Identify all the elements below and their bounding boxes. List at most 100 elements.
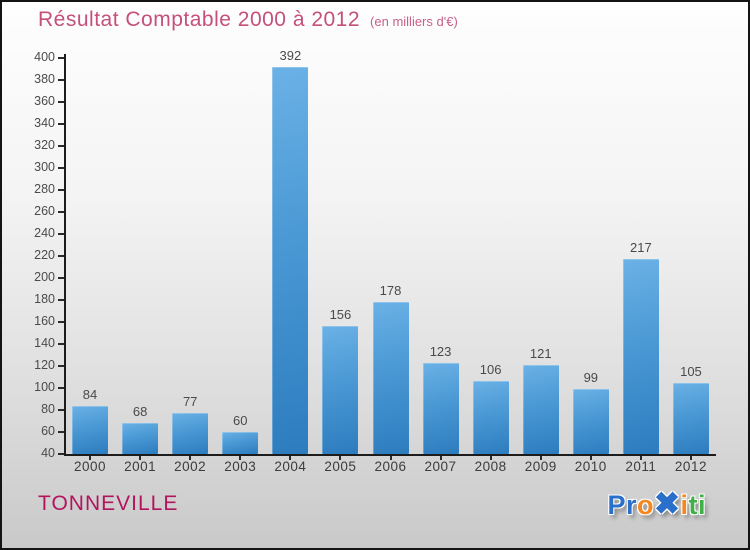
bar-value-2005: 156 xyxy=(329,307,352,323)
x-axis-tick-2002 xyxy=(189,456,192,460)
y-axis-tick-300 xyxy=(58,167,64,169)
x-axis-label-2012: 2012 xyxy=(674,459,707,474)
y-axis-label-240: 240 xyxy=(34,226,55,240)
bar-value-2009: 121 xyxy=(529,345,552,361)
y-axis-line xyxy=(64,54,66,456)
chart-title: Résultat Comptable 2000 à 2012 xyxy=(38,8,361,31)
bar-2003 xyxy=(222,432,259,454)
x-axis-label-2005: 2005 xyxy=(324,459,357,474)
y-axis-tick-340 xyxy=(58,123,64,125)
chart-header: Résultat Comptable 2000 à 2012 (en milli… xyxy=(38,8,458,32)
y-axis-tick-60 xyxy=(58,431,64,433)
x-axis-label-2011: 2011 xyxy=(625,459,657,474)
logo-letter-1: r xyxy=(625,490,637,520)
y-axis-tick-40 xyxy=(58,453,64,455)
y-axis-label-320: 320 xyxy=(34,138,55,152)
x-axis-tick-2003 xyxy=(239,456,242,460)
bar-2005 xyxy=(322,326,359,454)
y-axis-label-40: 40 xyxy=(41,446,55,460)
y-axis-label-180: 180 xyxy=(34,292,55,306)
bar-value-2003: 60 xyxy=(233,413,248,428)
y-axis-label-200: 200 xyxy=(34,270,55,284)
x-axis-label-2001: 2001 xyxy=(124,459,157,474)
x-axis-line xyxy=(64,454,716,456)
y-axis-tick-80 xyxy=(58,409,64,411)
x-axis-label-2000: 2000 xyxy=(74,459,107,474)
bar-value-2011: 217 xyxy=(630,240,652,256)
bar-2012 xyxy=(672,382,709,454)
logo-letter-4: i xyxy=(680,490,689,520)
x-axis-tick-2007 xyxy=(439,456,442,460)
x-axis-label-2010: 2010 xyxy=(574,459,607,474)
x-axis-tick-2004 xyxy=(289,456,292,460)
bar-value-2002: 77 xyxy=(182,394,198,410)
y-axis-tick-400 xyxy=(58,57,64,59)
y-axis-label-260: 260 xyxy=(34,204,55,218)
x-axis-tick-2012 xyxy=(689,456,692,460)
y-axis-tick-280 xyxy=(58,189,64,191)
bar-2007 xyxy=(422,362,459,454)
y-axis-tick-380 xyxy=(58,79,64,81)
y-axis-label-400: 400 xyxy=(34,50,55,64)
y-axis-tick-220 xyxy=(58,255,64,257)
logo-letter-6: i xyxy=(697,490,706,520)
x-axis-tick-2010 xyxy=(589,456,592,460)
y-axis-tick-240 xyxy=(58,233,64,235)
x-axis-tick-2005 xyxy=(339,456,342,460)
y-axis-tick-320 xyxy=(58,145,64,147)
y-axis-tick-360 xyxy=(58,101,64,103)
bar-value-2010: 99 xyxy=(583,370,599,386)
y-axis-tick-140 xyxy=(58,343,64,345)
logo-letter-2: o xyxy=(636,490,654,520)
y-axis-tick-100 xyxy=(58,387,64,389)
x-axis-label-2002: 2002 xyxy=(174,459,207,474)
y-axis-label-60: 60 xyxy=(41,424,55,438)
y-axis-label-140: 140 xyxy=(34,336,55,350)
y-axis-label-80: 80 xyxy=(41,402,55,416)
logo-letter-3: ✖ xyxy=(653,486,681,521)
x-axis-tick-2006 xyxy=(389,456,392,460)
x-axis-tick-2008 xyxy=(489,456,492,460)
y-axis-tick-120 xyxy=(58,365,64,367)
y-axis-label-360: 360 xyxy=(34,94,55,108)
x-axis-label-2006: 2006 xyxy=(374,459,407,474)
bar-2004 xyxy=(272,66,309,454)
bar-2001 xyxy=(122,423,159,454)
x-axis-label-2003: 2003 xyxy=(224,459,257,474)
x-axis-label-2007: 2007 xyxy=(424,459,457,474)
x-axis-tick-2000 xyxy=(89,456,92,460)
place-name: TONNEVILLE xyxy=(38,492,179,515)
x-axis-label-2004: 2004 xyxy=(274,459,307,474)
x-axis-label-2008: 2008 xyxy=(474,459,507,474)
y-axis-tick-200 xyxy=(58,277,64,279)
x-axis-label-2009: 2009 xyxy=(524,459,557,474)
bar-2009 xyxy=(522,364,559,454)
y-axis-tick-180 xyxy=(58,299,64,301)
y-axis-label-220: 220 xyxy=(34,248,55,262)
bar-2011 xyxy=(622,259,659,454)
bar-2008 xyxy=(472,381,509,454)
y-axis-tick-160 xyxy=(58,321,64,323)
y-axis-label-280: 280 xyxy=(34,182,55,196)
x-axis-tick-2009 xyxy=(539,456,542,460)
y-axis-label-160: 160 xyxy=(34,314,55,328)
bar-value-2012: 105 xyxy=(680,363,702,379)
proxiti-logo: Pro✖iti xyxy=(607,486,706,522)
y-axis-label-120: 120 xyxy=(34,358,55,372)
logo-letter-5: t xyxy=(688,490,698,520)
logo-letter-0: P xyxy=(607,490,626,520)
x-axis-tick-2001 xyxy=(139,456,142,460)
bar-value-2001: 68 xyxy=(132,404,148,420)
bar-value-2008: 106 xyxy=(479,362,502,378)
x-axis-tick-2011 xyxy=(639,456,642,460)
y-axis-label-300: 300 xyxy=(34,160,55,174)
bar-2000 xyxy=(72,405,109,454)
bar-value-2004: 392 xyxy=(279,47,302,63)
bar-value-2000: 84 xyxy=(82,386,98,402)
bar-2010 xyxy=(572,389,609,454)
y-axis-label-100: 100 xyxy=(34,380,55,394)
y-axis-tick-260 xyxy=(58,211,64,213)
bar-value-2007: 123 xyxy=(429,343,452,359)
